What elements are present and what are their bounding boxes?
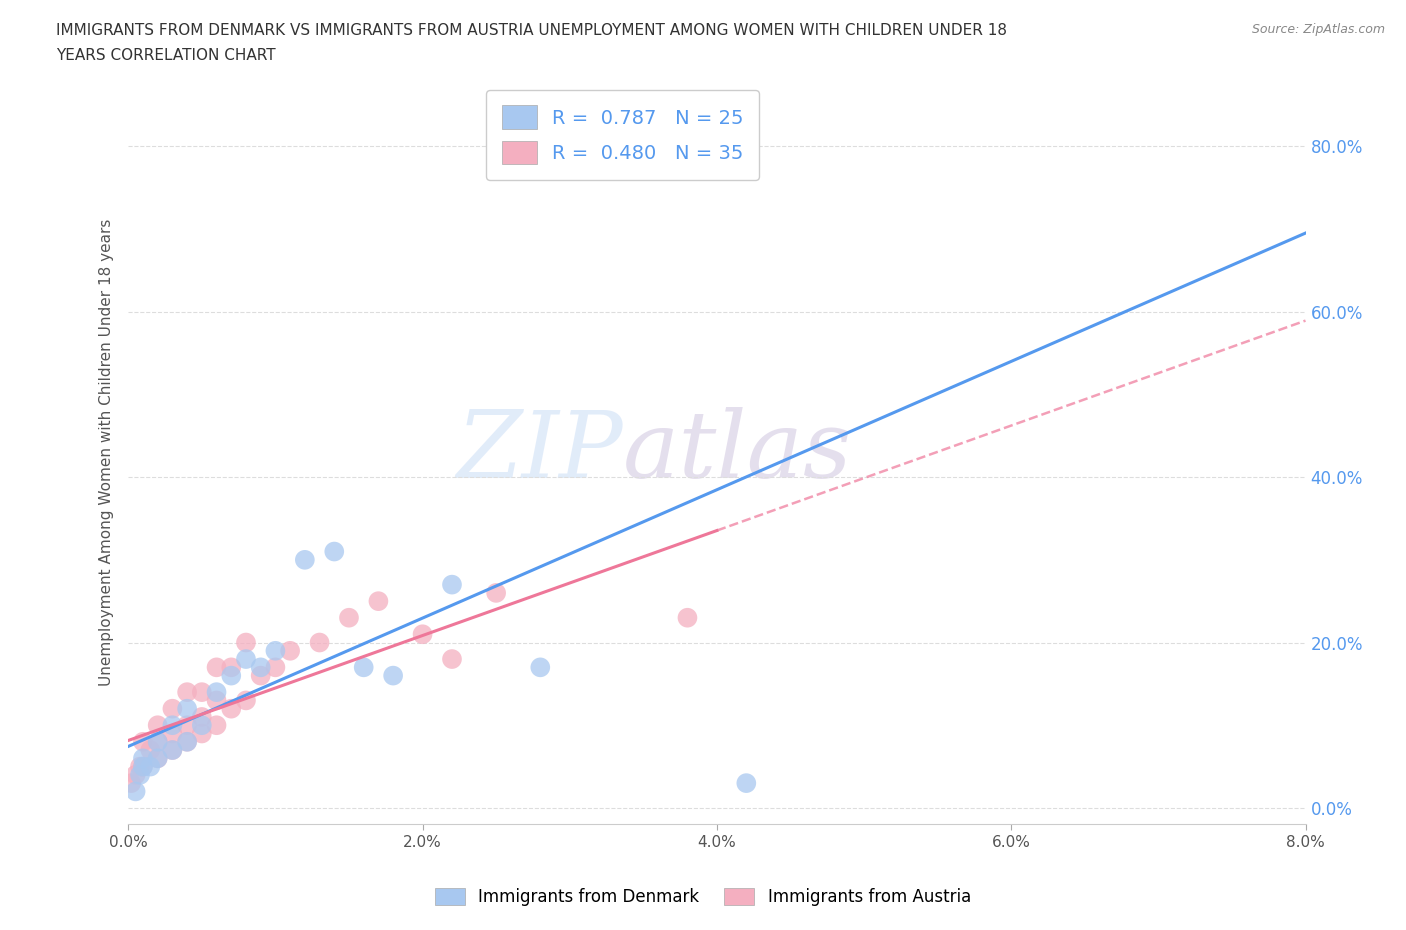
Point: [139, 742, 162, 757]
Point: [191, 726, 214, 741]
Point: [120, 776, 142, 790]
Point: [162, 742, 184, 757]
Point: [323, 544, 346, 559]
Text: YEARS CORRELATION CHART: YEARS CORRELATION CHART: [56, 48, 276, 63]
Point: [191, 710, 214, 724]
Point: [294, 552, 316, 567]
Point: [219, 660, 242, 675]
Point: [146, 735, 169, 750]
Point: [146, 735, 169, 750]
Point: [176, 718, 198, 733]
Text: IMMIGRANTS FROM DENMARK VS IMMIGRANTS FROM AUSTRIA UNEMPLOYMENT AMONG WOMEN WITH: IMMIGRANTS FROM DENMARK VS IMMIGRANTS FR…: [56, 23, 1007, 38]
Point: [735, 776, 758, 790]
Point: [176, 735, 198, 750]
Point: [176, 684, 198, 699]
Point: [132, 759, 155, 774]
Point: [205, 693, 228, 708]
Point: [132, 735, 155, 750]
Point: [205, 684, 228, 699]
Point: [235, 693, 257, 708]
Point: [412, 627, 434, 642]
Point: [146, 751, 169, 765]
Point: [249, 660, 271, 675]
Point: [162, 701, 184, 716]
Point: [176, 701, 198, 716]
Text: Source: ZipAtlas.com: Source: ZipAtlas.com: [1251, 23, 1385, 36]
Point: [176, 735, 198, 750]
Point: [529, 660, 551, 675]
Point: [132, 759, 155, 774]
Text: atlas: atlas: [623, 407, 852, 498]
Point: [353, 660, 375, 675]
Point: [191, 718, 214, 733]
Text: ZIP: ZIP: [456, 407, 623, 498]
Point: [205, 718, 228, 733]
Point: [162, 726, 184, 741]
Point: [440, 578, 463, 592]
Point: [146, 751, 169, 765]
Point: [264, 660, 287, 675]
Point: [278, 644, 301, 658]
Point: [676, 155, 699, 170]
Point: [124, 767, 146, 782]
Point: [367, 593, 389, 608]
Point: [205, 660, 228, 675]
Point: [676, 610, 699, 625]
Point: [129, 767, 152, 782]
Point: [235, 652, 257, 667]
Point: [249, 668, 271, 683]
Point: [308, 635, 330, 650]
Legend: Immigrants from Denmark, Immigrants from Austria: Immigrants from Denmark, Immigrants from…: [429, 881, 977, 912]
Point: [440, 652, 463, 667]
Point: [124, 784, 146, 799]
Point: [264, 644, 287, 658]
Point: [162, 742, 184, 757]
Point: [132, 751, 155, 765]
Point: [219, 668, 242, 683]
Point: [139, 759, 162, 774]
Point: [382, 668, 405, 683]
Point: [219, 701, 242, 716]
Point: [162, 718, 184, 733]
Point: [191, 684, 214, 699]
Point: [235, 635, 257, 650]
Point: [337, 610, 360, 625]
Point: [485, 586, 508, 601]
Point: [146, 718, 169, 733]
Point: [129, 759, 152, 774]
Y-axis label: Unemployment Among Women with Children Under 18 years: Unemployment Among Women with Children U…: [100, 219, 114, 686]
Legend: R =  0.787   N = 25, R =  0.480   N = 35: R = 0.787 N = 25, R = 0.480 N = 35: [486, 90, 759, 180]
